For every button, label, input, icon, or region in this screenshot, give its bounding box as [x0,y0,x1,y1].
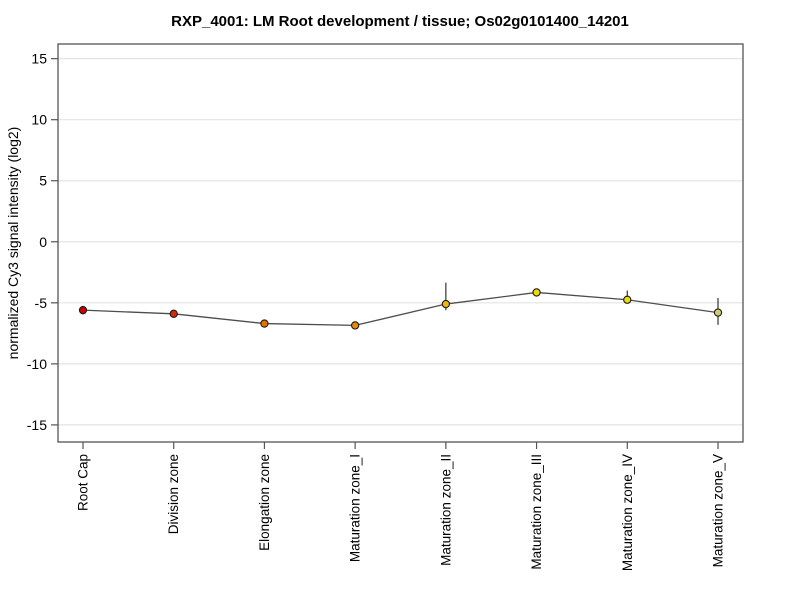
data-point [441,299,451,309]
x-tick-label: Maturation zone_IV [620,454,635,571]
data-point [623,295,632,304]
y-tick-label: -10 [27,356,47,372]
series-line [82,291,719,327]
y-tick-label: -15 [27,417,47,433]
x-tick-label: Maturation zone_III [529,454,544,570]
x-tick-label: Root Cap [76,454,91,511]
x-tick-label: Division zone [166,454,181,534]
data-point [713,308,723,317]
y-axis-label: normalized Cy3 signal intensity (log2) [5,127,21,360]
y-tick-label: 5 [39,173,47,189]
data-point [169,309,178,318]
x-tick-label: Elongation zone [257,454,272,551]
data-point [532,288,541,297]
data-point [350,321,360,330]
y-tick-label: -5 [35,295,48,311]
chart-title: RXP_4001: LM Root development / tissue; … [171,13,629,30]
plot-box [57,43,744,443]
data-layer [78,282,723,330]
y-tick-label: 15 [31,51,47,67]
y-tick-label: 10 [31,112,47,128]
gridlines-layer [58,58,743,426]
plot-box-layer [57,43,744,443]
x-tick-label: Maturation zone_I [348,454,363,562]
data-point [260,319,269,328]
axes-layer: 15 10 5 0 -5 -10 -15 Root Cap Division zone Elong… [27,51,726,571]
x-tick-label: Maturation zone_V [711,454,726,567]
x-tick-label: Maturation zone_II [438,454,453,566]
y-tick-label: 0 [39,234,47,250]
data-point [78,305,88,315]
